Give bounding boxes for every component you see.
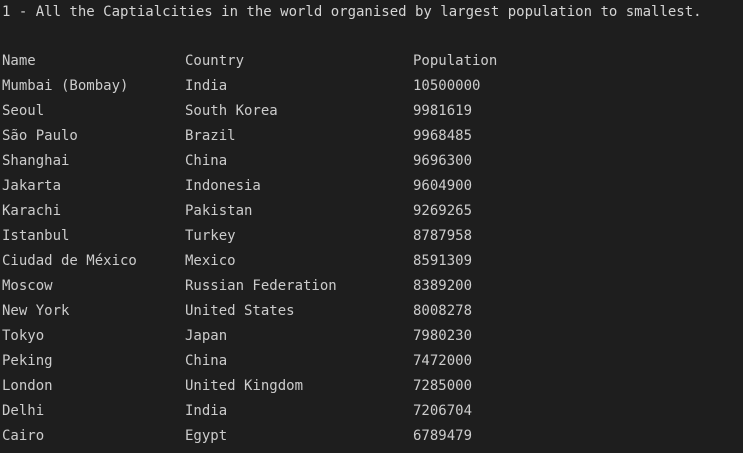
- cell-name: London: [2, 378, 53, 394]
- table-row: Delhi India 7206704: [2, 401, 533, 426]
- cell-population: 8591309: [413, 253, 473, 269]
- cell-population: 7285000: [413, 378, 473, 394]
- cell-country: Turkey: [185, 228, 236, 244]
- cell-country: China: [185, 153, 228, 169]
- column-header-population: Population: [413, 53, 498, 69]
- cell-population: 8787958: [413, 228, 473, 244]
- table-row: Cairo Egypt 6789479: [2, 426, 533, 451]
- table-row: New York United States 8008278: [2, 301, 533, 326]
- cell-name: Ciudad de México: [2, 253, 137, 269]
- cell-country: Indonesia: [185, 178, 261, 194]
- table-row: Istanbul Turkey 8787958: [2, 226, 533, 251]
- table-row: London United Kingdom 7285000: [2, 376, 533, 401]
- cell-country: Russian Federation: [185, 278, 337, 294]
- cell-name: Tokyo: [2, 328, 45, 344]
- table-row: Ciudad de México Mexico 8591309: [2, 251, 533, 276]
- cell-name: Jakarta: [2, 178, 62, 194]
- table-row: São Paulo Brazil 9968485: [2, 126, 533, 151]
- cell-population: 9968485: [413, 128, 473, 144]
- cell-name: Karachi: [2, 203, 62, 219]
- cell-population: 7206704: [413, 403, 473, 419]
- table-row: Jakarta Indonesia 9604900: [2, 176, 533, 201]
- table-row: Tokyo Japan 7980230: [2, 326, 533, 351]
- cell-country: Mexico: [185, 253, 236, 269]
- cell-country: United Kingdom: [185, 378, 304, 394]
- cell-population: 7472000: [413, 353, 473, 369]
- cell-country: Egypt: [185, 428, 228, 444]
- table-header-row: Name Country Population: [2, 51, 533, 76]
- result-table: Name Country Population Mumbai (Bombay) …: [2, 51, 533, 451]
- cell-country: United States: [185, 303, 295, 319]
- cell-name: Mumbai (Bombay): [2, 78, 129, 94]
- table-row: Seoul South Korea 9981619: [2, 101, 533, 126]
- cell-country: China: [185, 353, 228, 369]
- cell-population: 6789479: [413, 428, 473, 444]
- cell-name: São Paulo: [2, 128, 78, 144]
- table-row: Shanghai China 9696300: [2, 151, 533, 176]
- table-row: Peking China 7472000: [2, 351, 533, 376]
- cell-name: Seoul: [2, 103, 45, 119]
- query-heading: 1 - All the Captialcities in the world o…: [2, 4, 702, 20]
- cell-country: India: [185, 403, 228, 419]
- cell-name: Moscow: [2, 278, 53, 294]
- column-header-name: Name: [2, 53, 36, 69]
- cell-population: 9981619: [413, 103, 473, 119]
- cell-name: Peking: [2, 353, 53, 369]
- cell-country: India: [185, 78, 228, 94]
- cell-country: South Korea: [185, 103, 278, 119]
- table-row: Moscow Russian Federation 8389200: [2, 276, 533, 301]
- cell-name: Shanghai: [2, 153, 70, 169]
- column-header-country: Country: [185, 53, 245, 69]
- cell-population: 8008278: [413, 303, 473, 319]
- cell-population: 9696300: [413, 153, 473, 169]
- cell-population: 9604900: [413, 178, 473, 194]
- table-row: Karachi Pakistan 9269265: [2, 201, 533, 226]
- cell-country: Pakistan: [185, 203, 253, 219]
- cell-population: 8389200: [413, 278, 473, 294]
- table-row: Mumbai (Bombay) India 10500000: [2, 76, 533, 101]
- cell-name: Istanbul: [2, 228, 70, 244]
- cell-name: New York: [2, 303, 70, 319]
- cell-country: Japan: [185, 328, 228, 344]
- cell-population: 10500000: [413, 78, 481, 94]
- cell-country: Brazil: [185, 128, 236, 144]
- cell-population: 9269265: [413, 203, 473, 219]
- cell-name: Delhi: [2, 403, 45, 419]
- cell-name: Cairo: [2, 428, 45, 444]
- cell-population: 7980230: [413, 328, 473, 344]
